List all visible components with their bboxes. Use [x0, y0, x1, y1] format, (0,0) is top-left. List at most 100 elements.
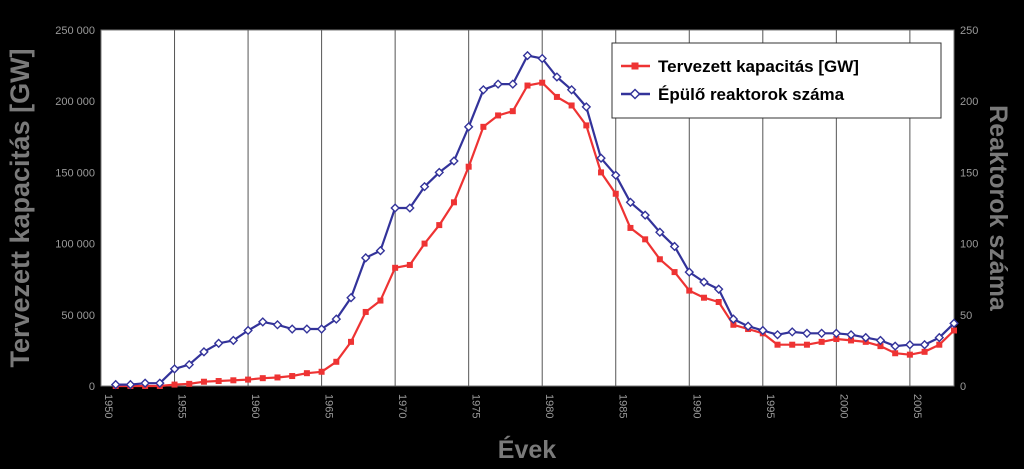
point-reactors — [772, 329, 783, 340]
point-reactors — [110, 379, 121, 390]
point-reactors — [934, 332, 945, 343]
point-capacity — [568, 102, 575, 109]
point-capacity — [598, 169, 605, 176]
point-capacity — [200, 378, 207, 385]
x-tick-label: 1980 — [543, 394, 555, 418]
point-reactors — [405, 203, 415, 213]
point-reactors — [228, 335, 239, 346]
left-axis-tick-labels: 0 50 000 100 000 150 000 200 000 250 000 — [55, 25, 95, 393]
point-reactors — [169, 364, 180, 374]
legend-label-capacity: Tervezett kapacitás [GW] — [658, 57, 859, 76]
x-tick-label: 1970 — [396, 394, 408, 418]
point-reactors — [463, 122, 474, 132]
point-capacity — [436, 222, 443, 229]
legend-box — [611, 42, 942, 119]
point-reactors — [743, 321, 753, 331]
point-reactors — [508, 79, 518, 89]
point-reactors — [566, 85, 577, 95]
left-tick-label: 150 000 — [55, 167, 95, 179]
point-reactors — [787, 327, 798, 337]
x-tick-label: 1975 — [470, 394, 482, 418]
point-reactors — [802, 328, 812, 339]
point-capacity — [936, 341, 943, 348]
point-reactors — [919, 339, 930, 350]
point-capacity — [906, 351, 913, 358]
x-axis-tick-labels: 1950 1955 1960 1965 1970 1975 1980 1985 1990 1995… — [102, 394, 923, 418]
point-capacity — [627, 224, 634, 231]
legend-marker-square — [631, 62, 639, 70]
point-capacity — [553, 93, 560, 100]
point-reactors — [905, 339, 915, 350]
point-reactors — [140, 378, 150, 388]
point-reactors — [257, 317, 268, 327]
point-capacity — [892, 350, 899, 357]
point-reactors — [449, 156, 459, 166]
left-tick-label: 50 000 — [61, 310, 95, 322]
point-reactors — [125, 379, 136, 390]
point-reactors — [184, 359, 195, 370]
series-line-capacity — [115, 81, 955, 388]
point-capacity — [450, 199, 457, 206]
point-capacity — [495, 112, 502, 119]
point-capacity — [833, 336, 840, 343]
left-tick-label: 200 000 — [55, 96, 95, 108]
point-capacity — [171, 381, 178, 388]
point-capacity — [480, 123, 487, 130]
point-reactors — [728, 314, 739, 324]
point-reactors — [758, 325, 768, 336]
point-capacity — [245, 376, 252, 383]
point-reactors — [199, 347, 209, 357]
point-capacity — [392, 264, 399, 271]
point-reactors — [493, 79, 503, 89]
point-reactors — [581, 102, 592, 112]
point-capacity — [377, 297, 384, 304]
x-tick-label: 1950 — [102, 394, 114, 418]
left-tick-label: 250 000 — [55, 25, 95, 37]
point-reactors — [478, 85, 489, 95]
point-reactors — [302, 324, 312, 334]
point-reactors — [272, 319, 283, 330]
point-capacity — [230, 377, 237, 384]
point-capacity — [421, 240, 428, 247]
point-capacity — [274, 374, 281, 381]
point-reactors — [316, 324, 327, 334]
x-tick-label: 1990 — [690, 394, 702, 418]
point-reactors — [846, 329, 856, 340]
point-capacity — [318, 368, 325, 375]
point-capacity — [289, 373, 296, 380]
point-capacity — [877, 343, 884, 350]
x-axis-title: Évek — [498, 435, 556, 464]
series-line-reactors — [115, 54, 955, 386]
point-capacity — [465, 163, 472, 170]
legend: Tervezett kapacitás [GW] Épülő reaktorok… — [611, 42, 942, 119]
point-capacity — [539, 79, 546, 86]
right-tick-label: 100 — [960, 239, 978, 251]
point-reactors — [360, 253, 371, 263]
x-tick-label: 1960 — [249, 394, 261, 418]
right-tick-label: 250 — [960, 25, 978, 37]
point-reactors — [713, 284, 724, 294]
point-reactors — [831, 328, 842, 339]
legend-label-reactors: Épülő reaktorok száma — [658, 85, 845, 104]
point-reactors — [669, 241, 680, 252]
point-capacity — [789, 341, 796, 348]
x-tick-label: 2005 — [911, 394, 923, 418]
x-tick-label: 1955 — [176, 394, 188, 418]
point-capacity — [715, 298, 722, 305]
point-capacity — [406, 261, 413, 268]
point-capacity — [818, 338, 825, 345]
point-capacity — [303, 370, 310, 377]
point-reactors — [390, 203, 400, 213]
right-tick-label: 50 — [960, 310, 972, 322]
point-capacity — [803, 341, 810, 348]
point-capacity — [186, 380, 193, 387]
point-reactors — [522, 50, 533, 61]
right-tick-label: 150 — [960, 167, 978, 179]
x-tick-label: 2000 — [837, 394, 849, 418]
x-tick-label: 1965 — [323, 394, 335, 418]
point-reactors — [625, 197, 636, 208]
point-reactors — [655, 227, 665, 237]
point-reactors — [699, 277, 709, 287]
point-capacity — [333, 358, 340, 365]
